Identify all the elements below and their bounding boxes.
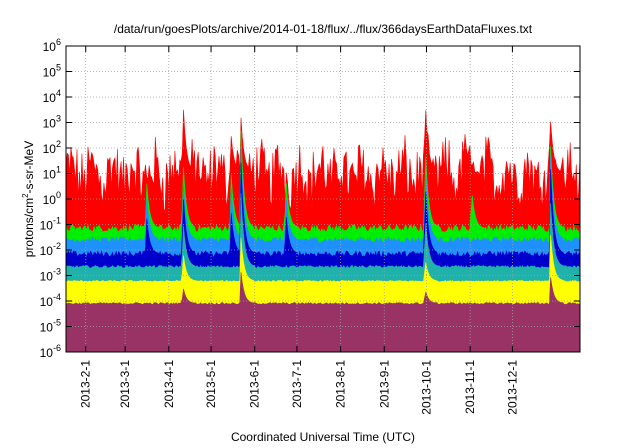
y-tick-label: 10-3 xyxy=(40,267,61,284)
series-layer xyxy=(65,109,581,353)
x-tick-label: 2013-12-1 xyxy=(505,360,519,415)
y-axis-label-main: protons/cm xyxy=(22,198,36,257)
x-tick-label: 2013-2-1 xyxy=(79,360,93,408)
x-tick-label: 2013-10-1 xyxy=(420,360,434,415)
y-tick-label: 10-1 xyxy=(40,216,61,233)
x-tick-label: 2013-6-1 xyxy=(248,360,262,408)
tick-layer: 106 105 104 103 102 101 100 10-1 10-2 10-3 10-4 10-… xyxy=(40,37,580,415)
series-area-6 xyxy=(65,271,581,353)
y-tick-label: 103 xyxy=(43,114,61,131)
x-tick-label: 2013-5-1 xyxy=(204,360,218,408)
y-axis-label-tail: -s-sr-MeV xyxy=(22,141,36,194)
x-tick-label: 2013-11-1 xyxy=(463,360,477,414)
y-tick-label: 10-5 xyxy=(40,318,61,335)
y-tick-label: 106 xyxy=(43,37,61,54)
y-tick-label: 105 xyxy=(43,63,61,80)
y-tick-label: 100 xyxy=(43,190,61,207)
y-tick-label: 10-4 xyxy=(40,292,61,309)
y-axis-label: protons/cm2-s-sr-MeV xyxy=(21,141,36,257)
y-axis-label-sup: 2 xyxy=(21,193,30,198)
x-tick-label: 2013-3-1 xyxy=(118,360,132,408)
x-axis-label: Coordinated Universal Time (UTC) xyxy=(231,430,415,444)
x-tick-label: 2013-8-1 xyxy=(334,360,348,408)
y-tick-label: 10-2 xyxy=(40,241,61,258)
y-tick-label: 104 xyxy=(43,88,61,105)
x-tick-label: 2013-9-1 xyxy=(377,360,391,408)
grid-layer xyxy=(66,46,580,352)
y-tick-label: 101 xyxy=(43,165,61,182)
y-tick-label: 102 xyxy=(43,139,61,156)
x-tick-label: 2013-7-1 xyxy=(290,360,304,408)
y-tick-label: 10-6 xyxy=(40,343,61,360)
x-tick-label: 2013-4-1 xyxy=(162,360,176,408)
chart-title: /data/run/goesPlots/archive/2014-01-18/f… xyxy=(114,22,533,36)
